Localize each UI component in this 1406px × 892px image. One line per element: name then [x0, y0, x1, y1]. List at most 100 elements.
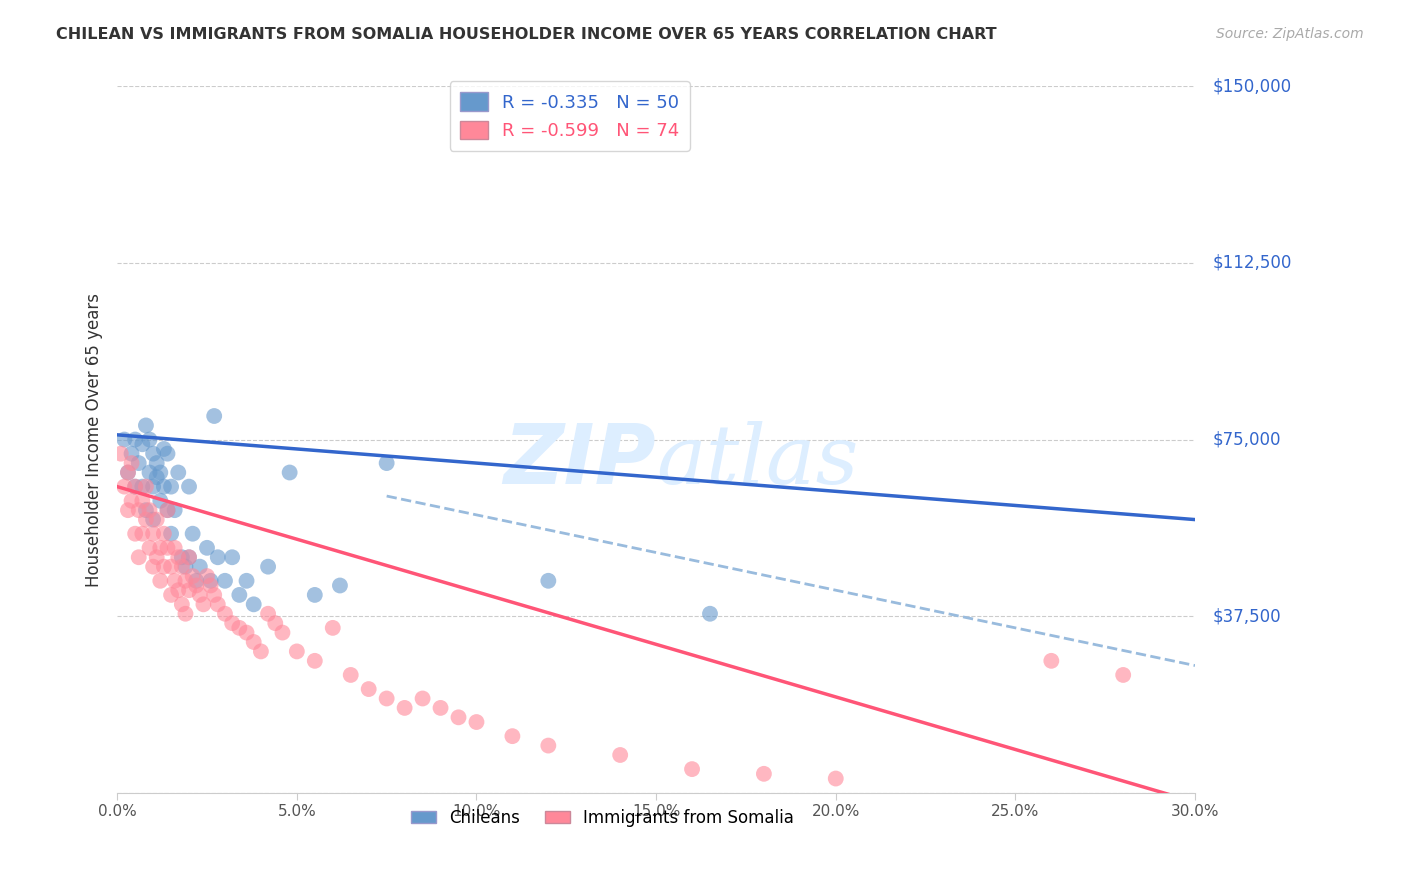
Point — [202, 588, 225, 602]
Point — [177, 583, 200, 598]
Point — [375, 691, 398, 706]
Point — [174, 574, 197, 588]
Text: Source: ZipAtlas.com: Source: ZipAtlas.com — [1216, 27, 1364, 41]
Point — [250, 644, 273, 658]
Point — [195, 541, 218, 555]
Point — [221, 616, 243, 631]
Point — [195, 569, 218, 583]
Point — [160, 559, 183, 574]
Point — [135, 512, 157, 526]
Point — [207, 550, 229, 565]
Point — [186, 574, 208, 588]
Point — [257, 559, 280, 574]
Point — [235, 625, 257, 640]
Point — [149, 493, 172, 508]
Point — [501, 729, 523, 743]
Point — [135, 480, 157, 494]
Point — [142, 526, 165, 541]
Point — [138, 541, 160, 555]
Point — [214, 574, 236, 588]
Text: $37,500: $37,500 — [1213, 607, 1282, 625]
Point — [752, 767, 775, 781]
Point — [124, 526, 146, 541]
Point — [128, 550, 150, 565]
Point — [117, 503, 139, 517]
Point — [181, 569, 204, 583]
Point — [131, 437, 153, 451]
Point — [285, 644, 308, 658]
Point — [142, 512, 165, 526]
Text: $112,500: $112,500 — [1213, 254, 1292, 272]
Text: CHILEAN VS IMMIGRANTS FROM SOMALIA HOUSEHOLDER INCOME OVER 65 YEARS CORRELATION : CHILEAN VS IMMIGRANTS FROM SOMALIA HOUSE… — [56, 27, 997, 42]
Point — [193, 598, 215, 612]
Point — [163, 541, 186, 555]
Point — [228, 621, 250, 635]
Point — [135, 503, 157, 517]
Point — [200, 578, 222, 592]
Point — [160, 588, 183, 602]
Point — [207, 598, 229, 612]
Point — [110, 447, 132, 461]
Point — [128, 456, 150, 470]
Point — [1040, 654, 1063, 668]
Point — [228, 588, 250, 602]
Point — [181, 526, 204, 541]
Point — [214, 607, 236, 621]
Point — [160, 526, 183, 541]
Point — [138, 466, 160, 480]
Y-axis label: Householder Income Over 65 years: Householder Income Over 65 years — [86, 293, 103, 587]
Point — [167, 550, 190, 565]
Point — [188, 588, 211, 602]
Point — [200, 574, 222, 588]
Point — [135, 418, 157, 433]
Point — [202, 409, 225, 423]
Point — [156, 503, 179, 517]
Point — [153, 442, 176, 456]
Point — [131, 480, 153, 494]
Point — [1112, 668, 1135, 682]
Point — [145, 512, 167, 526]
Point — [153, 559, 176, 574]
Point — [170, 550, 193, 565]
Point — [117, 466, 139, 480]
Point — [242, 635, 264, 649]
Point — [117, 466, 139, 480]
Point — [824, 772, 846, 786]
Point — [153, 526, 176, 541]
Point — [163, 574, 186, 588]
Point — [124, 480, 146, 494]
Point — [329, 578, 352, 592]
Point — [394, 701, 416, 715]
Point — [142, 480, 165, 494]
Point — [264, 616, 287, 631]
Point — [257, 607, 280, 621]
Point — [322, 621, 344, 635]
Point — [138, 433, 160, 447]
Point — [271, 625, 294, 640]
Point — [112, 480, 135, 494]
Point — [156, 447, 179, 461]
Point — [221, 550, 243, 565]
Point — [412, 691, 434, 706]
Point — [177, 550, 200, 565]
Point — [160, 480, 183, 494]
Point — [149, 466, 172, 480]
Point — [447, 710, 470, 724]
Point — [174, 607, 197, 621]
Point — [186, 578, 208, 592]
Point — [121, 456, 143, 470]
Point — [304, 654, 326, 668]
Point — [235, 574, 257, 588]
Point — [124, 433, 146, 447]
Point — [128, 503, 150, 517]
Point — [170, 598, 193, 612]
Point — [242, 598, 264, 612]
Point — [177, 480, 200, 494]
Point — [142, 559, 165, 574]
Point — [429, 701, 451, 715]
Text: $150,000: $150,000 — [1213, 78, 1292, 95]
Point — [278, 466, 301, 480]
Point — [375, 456, 398, 470]
Point — [149, 574, 172, 588]
Text: ZIP: ZIP — [503, 420, 657, 501]
